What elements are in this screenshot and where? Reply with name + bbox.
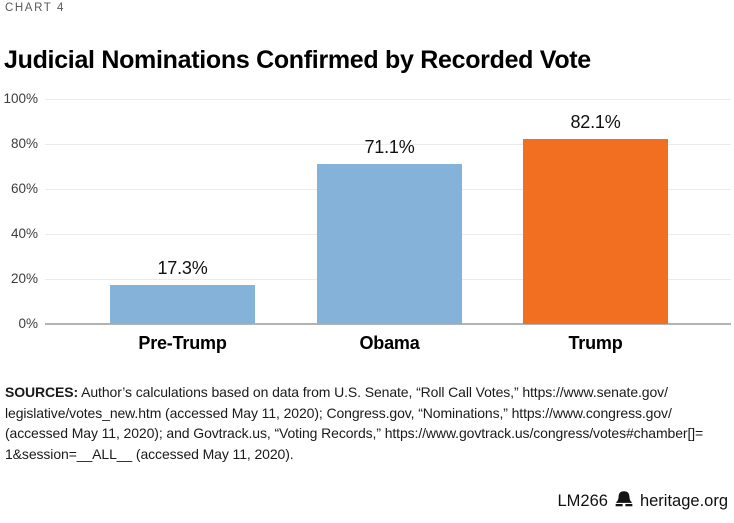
y-axis-tick-label: 20% [10,271,38,286]
chart-id: LM266 [557,492,608,510]
chart-title: Judicial Nominations Confirmed by Record… [4,45,591,74]
gridline-80 [45,144,731,145]
sources-label: SOURCES: [5,384,79,400]
y-axis-tick-label: 0% [18,316,38,331]
sources-line-1: Author’s calculations based on data from… [78,384,668,400]
y-axis-tick-label: 100% [3,91,38,106]
liberty-bell-icon [615,491,633,512]
y-axis-tick-label: 80% [10,136,38,151]
value-label-pre-trump: 17.3% [157,258,208,279]
plot-area: 0% 20% 40% 60% 80% 100% 17.3% Pre-Trump 71.1% Oba… [3,91,731,353]
sources-line-2: legislative/votes_new.htm (accessed May … [5,404,672,421]
footer: LM266 heritage.org [557,491,728,512]
value-label-obama: 71.1% [364,137,415,158]
category-label-trump: Trump [568,333,623,353]
chart-kicker: CHART 4 [5,2,65,14]
sources-line-4: 1&session=__ALL__ (accessed May 11, 2020… [5,445,294,462]
category-label-obama: Obama [359,333,420,353]
sources-line-3: (accessed May 11, 2020); and Govtrack.us… [5,425,704,441]
bar-obama [317,164,462,324]
brand-text: heritage.org [639,492,728,510]
x-axis-line [45,323,731,325]
category-label-pre-trump: Pre-Trump [138,333,227,353]
bar-pre-trump [110,285,255,324]
y-axis-tick-label: 60% [10,181,38,196]
value-label-trump: 82.1% [570,112,621,133]
gridline-100 [45,99,731,100]
bar-trump [523,139,668,324]
y-axis-tick-label: 40% [10,226,38,241]
sources-note: SOURCES: Author’s calculations based on … [5,382,703,464]
